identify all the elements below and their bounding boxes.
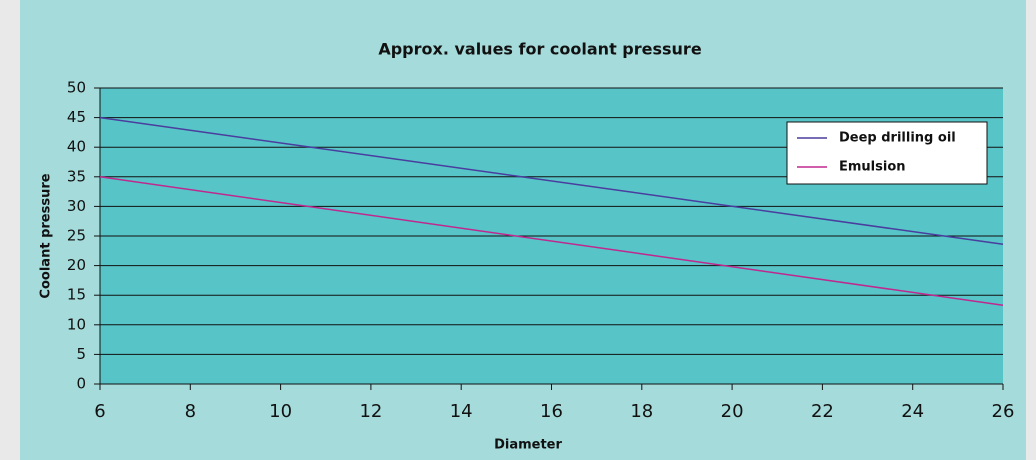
y-tick-label: 0 xyxy=(76,375,86,393)
x-tick-label: 16 xyxy=(540,401,563,422)
x-axis-label: Diameter xyxy=(494,438,562,453)
y-tick-label: 50 xyxy=(67,79,86,97)
x-tick-label: 26 xyxy=(992,401,1015,422)
y-tick-label: 5 xyxy=(76,345,86,363)
x-tick-label: 6 xyxy=(94,401,105,422)
y-tick-label: 35 xyxy=(67,167,86,185)
y-tick-label: 40 xyxy=(67,138,86,156)
x-tick-label: 8 xyxy=(185,401,196,422)
x-tick-label: 20 xyxy=(721,401,744,422)
chart-title: Approx. values for coolant pressure xyxy=(378,40,701,59)
legend-box xyxy=(786,121,988,185)
y-tick-label: 20 xyxy=(67,256,86,274)
x-tick-label: 18 xyxy=(630,401,653,422)
x-tick-label: 24 xyxy=(901,401,924,422)
y-axis-label: Coolant pressure xyxy=(39,173,54,298)
x-tick-label: 12 xyxy=(359,401,382,422)
y-tick-label: 10 xyxy=(67,315,86,333)
y-tick-label: 30 xyxy=(67,197,86,215)
y-tick-label: 15 xyxy=(67,286,86,304)
y-tick-label: 45 xyxy=(67,108,86,126)
x-tick-label: 22 xyxy=(811,401,834,422)
legend-label: Deep drilling oil xyxy=(839,131,956,146)
x-tick-label: 14 xyxy=(450,401,473,422)
legend-label: Emulsion xyxy=(839,160,906,175)
series-line xyxy=(99,176,1004,307)
series-line xyxy=(99,116,1004,246)
x-tick-label: 10 xyxy=(269,401,292,422)
y-tick-label: 25 xyxy=(67,227,86,245)
